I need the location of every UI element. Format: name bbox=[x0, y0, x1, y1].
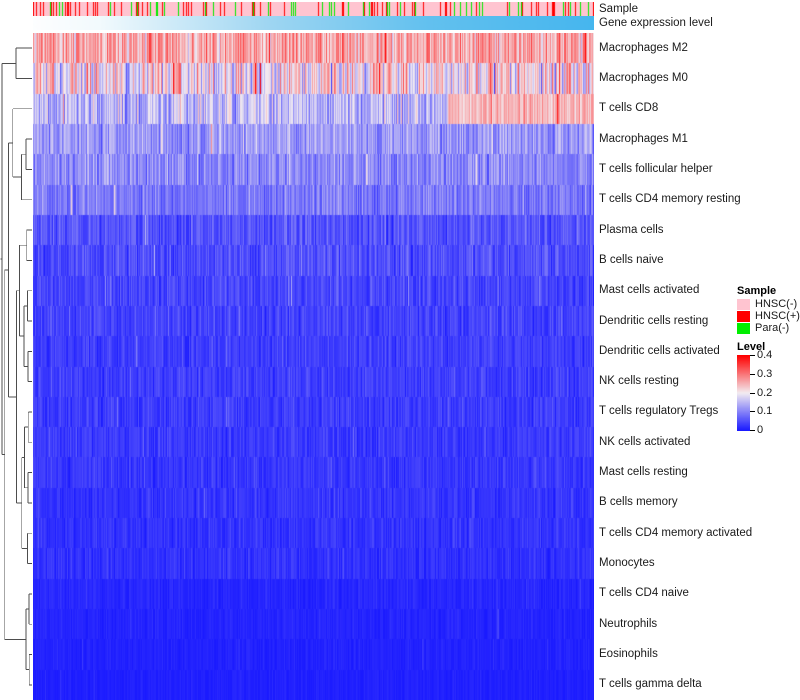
legend-item: HNSC(+) bbox=[737, 311, 800, 322]
sample-legend-label-hnsc-neg: HNSC(-) bbox=[755, 298, 798, 310]
row-label: T cells follicular helper bbox=[599, 162, 713, 175]
row-label: NK cells activated bbox=[599, 435, 691, 448]
row-label: T cells CD4 memory resting bbox=[599, 193, 741, 206]
row-label: B cells naive bbox=[599, 253, 664, 266]
row-label: Neutrophils bbox=[599, 617, 658, 630]
row-label: NK cells resting bbox=[599, 375, 679, 388]
row-label: T cells regulatory Tregs bbox=[599, 405, 719, 418]
row-label: Mast cells resting bbox=[599, 466, 688, 479]
sample-annotation-label: Sample bbox=[599, 3, 638, 15]
row-label: Eosinophils bbox=[599, 648, 658, 661]
sample-legend-swatch-para-neg bbox=[737, 323, 750, 334]
sample-legend: Sample HNSC(-) HNSC(+) Para(-) bbox=[737, 285, 800, 334]
gene-expression-annotation-bar bbox=[33, 16, 594, 30]
level-colorbar bbox=[737, 355, 750, 431]
level-tick-label: 0.1 bbox=[757, 405, 773, 417]
gene-expression-annotation-label: Gene expression level bbox=[599, 17, 713, 29]
row-label: Dendritic cells activated bbox=[599, 344, 720, 357]
level-tick-mark bbox=[750, 355, 755, 356]
sample-annotation-bar bbox=[33, 2, 594, 16]
row-label: T cells gamma delta bbox=[599, 678, 702, 691]
row-label: T cells CD8 bbox=[599, 102, 659, 115]
sample-legend-swatch-hnsc-neg bbox=[737, 299, 750, 310]
legend-item: HNSC(-) bbox=[737, 299, 800, 310]
sample-legend-swatch-hnsc-pos bbox=[737, 311, 750, 322]
sample-legend-label-para-neg: Para(-) bbox=[755, 322, 790, 334]
row-label: Macrophages M1 bbox=[599, 132, 688, 145]
row-label: T cells CD4 memory activated bbox=[599, 526, 753, 539]
legend-panel: Sample HNSC(-) HNSC(+) Para(-) Level 0.4… bbox=[737, 285, 800, 436]
row-label: T cells CD4 naive bbox=[599, 587, 689, 600]
level-tick-mark bbox=[750, 411, 755, 412]
row-label: Mast cells activated bbox=[599, 284, 700, 297]
row-label: B cells memory bbox=[599, 496, 678, 509]
row-label: Dendritic cells resting bbox=[599, 314, 709, 327]
sample-legend-label-hnsc-pos: HNSC(+) bbox=[755, 310, 800, 322]
level-tick-mark bbox=[750, 393, 755, 394]
heatmap-matrix bbox=[33, 33, 594, 700]
row-label: Macrophages M0 bbox=[599, 71, 688, 84]
level-tick-mark bbox=[750, 374, 755, 375]
row-label: Macrophages M2 bbox=[599, 41, 688, 54]
row-label-list: Macrophages M2 Macrophages M0 T cells CD8 M… bbox=[599, 33, 753, 700]
row-label: Plasma cells bbox=[599, 223, 664, 236]
row-dendrogram bbox=[0, 47, 32, 686]
level-tick-mark bbox=[750, 430, 755, 431]
level-tick-label: 0.3 bbox=[757, 368, 773, 380]
level-legend: Level 0.4 0.3 0.2 0.1 0 bbox=[737, 341, 800, 436]
sample-legend-title: Sample bbox=[737, 285, 777, 297]
level-legend-ramp-wrap: 0.4 0.3 0.2 0.1 0 bbox=[737, 350, 797, 436]
level-tick-label: 0.2 bbox=[757, 387, 773, 399]
row-label: Monocytes bbox=[599, 557, 655, 570]
level-tick-label: 0.4 bbox=[757, 349, 773, 361]
level-tick-label: 0 bbox=[757, 424, 764, 436]
legend-item: Para(-) bbox=[737, 323, 800, 334]
level-legend-title: Level bbox=[737, 341, 766, 353]
